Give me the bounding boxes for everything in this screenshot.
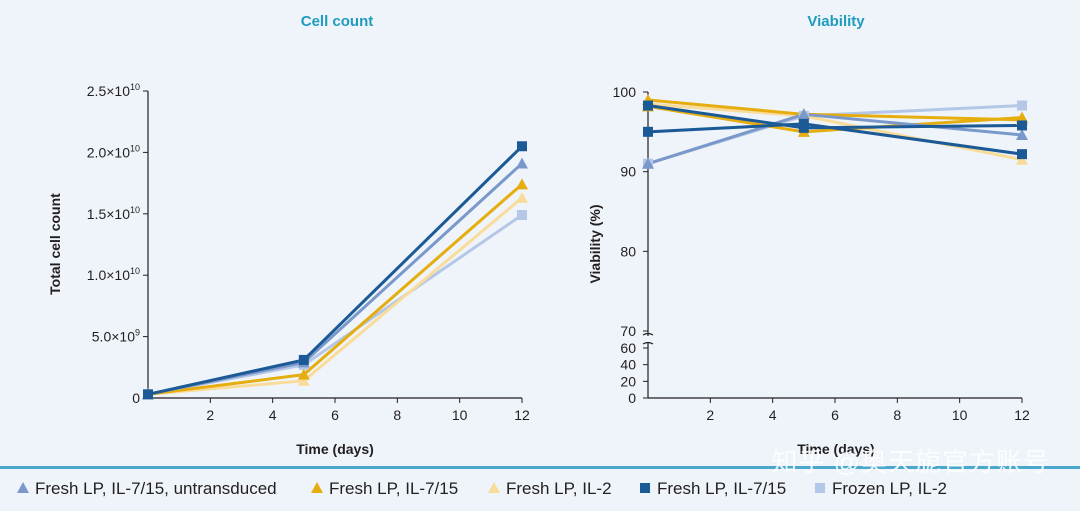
viability-lines: [647, 98, 1023, 166]
legend-item: Fresh LP, IL-7/15: [640, 479, 786, 498]
viability-point: [797, 108, 810, 120]
cell-count-point: [298, 354, 309, 365]
cell-count-y-tick-label: 1.0×1010: [87, 266, 140, 283]
legend-triangle-icon: [488, 482, 500, 493]
cell-count-series-line: [147, 196, 523, 396]
cell-count-x-tick-label: 6: [331, 407, 339, 423]
cell-count-axes: 2 4 6 8 10 12 0 5.0×109 1.0×1010 1.5×1010 2.0×1010…: [87, 82, 530, 423]
legend-item: Frozen LP, IL-2: [815, 479, 947, 498]
cell-count-x-tick-label: 4: [269, 407, 277, 423]
cell-count-panel: Cell count 2 4 6 8 10 12 0 5.0×109 1.0×1010 1.5×1…: [47, 13, 530, 457]
viability-point: [798, 122, 809, 133]
cell-count-x-tick-label: 10: [452, 407, 468, 423]
cell-count-y-tick-label: 2.0×1010: [87, 143, 140, 160]
legend-triangle-icon: [311, 482, 323, 493]
viability-xlabel: Time (days): [797, 441, 875, 457]
cell-count-point: [143, 389, 153, 400]
cell-count-point: [297, 368, 310, 380]
viability-y-tick-label: 100: [613, 84, 637, 100]
viability-x-tick-label: 12: [1014, 407, 1030, 423]
watermark-text: 知乎 @奥天旎官方账号: [771, 447, 1050, 477]
viability-x-tick-label: 8: [893, 407, 901, 423]
cell-count-point: [516, 191, 528, 203]
viability-x-tick-label: 10: [952, 407, 968, 423]
cell-count-point: [517, 141, 527, 152]
viability-y-tick-label: 0: [628, 390, 636, 406]
cell-count-lines: [147, 145, 524, 396]
viability-x-tick-label: 2: [706, 407, 714, 423]
legend-square-icon: [815, 483, 825, 493]
cell-count-title: Cell count: [301, 13, 374, 30]
legend-divider: [0, 466, 1080, 469]
viability-point: [642, 157, 654, 169]
cell-count-point: [297, 374, 310, 386]
cell-count-point: [516, 157, 528, 169]
cell-count-x-tick-label: 12: [514, 407, 530, 423]
viability-point: [1016, 153, 1028, 165]
viability-title: Viability: [807, 13, 865, 30]
viability-x-tick-label: 4: [769, 407, 777, 423]
legend-item: Fresh LP, IL-7/15, untransduced: [17, 479, 277, 498]
viability-point: [643, 126, 653, 137]
viability-y-tick-label: 80: [620, 243, 636, 259]
cell-count-y-tick-label: 2.5×1010: [87, 82, 140, 99]
cell-count-point: [516, 178, 528, 190]
viability-y-tick-label: 60: [620, 340, 636, 356]
viability-ylabel: Viability (%): [587, 204, 603, 283]
axis-break-mark: [642, 341, 654, 345]
viability-x-tick-label: 6: [831, 407, 839, 423]
legend-label: Fresh LP, IL-7/15, untransduced: [35, 479, 277, 498]
legend-label: Frozen LP, IL-2: [832, 479, 947, 498]
cell-count-point: [517, 210, 527, 221]
viability-y-tick-label: 70: [620, 323, 636, 339]
legend-item: Fresh LP, IL-2: [488, 479, 612, 498]
viability-point: [1016, 129, 1028, 141]
cell-count-series-line: [147, 145, 524, 396]
legend-item: Fresh LP, IL-7/15: [311, 479, 458, 498]
cell-count-markers: [142, 141, 528, 400]
axis-break-mark: [642, 332, 654, 336]
legend-label: Fresh LP, IL-2: [506, 479, 612, 498]
cell-count-y-tick-label: 1.5×1010: [87, 205, 140, 222]
cell-count-x-tick-label: 2: [206, 407, 214, 423]
legend-label: Fresh LP, IL-7/15: [657, 479, 786, 498]
viability-y-tick-label: 40: [620, 357, 636, 373]
legend: Fresh LP, IL-7/15, untransduced Fresh LP,…: [17, 479, 947, 498]
viability-point: [643, 100, 653, 111]
viability-point: [1017, 120, 1027, 131]
legend-square-icon: [640, 483, 650, 493]
viability-y-tick-label: 90: [620, 164, 636, 180]
cell-count-x-tick-label: 8: [393, 407, 401, 423]
cell-count-y-tick-label: 0: [132, 390, 140, 406]
viability-y-tick-label: 20: [620, 373, 636, 389]
viability-point: [1017, 100, 1027, 111]
viability-point: [1017, 149, 1027, 160]
viability-markers: [642, 93, 1028, 169]
legend-triangle-icon: [17, 482, 29, 493]
cell-count-ylabel: Total cell count: [47, 193, 63, 295]
cell-count-xlabel: Time (days): [296, 441, 374, 457]
cell-count-series-line: [147, 213, 523, 396]
cell-count-series-line: [147, 162, 524, 396]
legend-label: Fresh LP, IL-7/15: [329, 479, 458, 498]
cell-count-y-tick-label: 5.0×109: [92, 328, 140, 345]
